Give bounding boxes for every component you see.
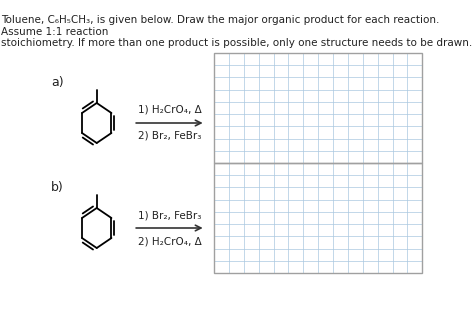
Text: 2) Br₂, FeBr₃: 2) Br₂, FeBr₃ — [138, 131, 201, 141]
Bar — [214, 53, 422, 163]
Text: 2) H₂CrO₄, Δ: 2) H₂CrO₄, Δ — [137, 236, 201, 246]
Text: b): b) — [51, 181, 64, 194]
Text: 1) Br₂, FeBr₃: 1) Br₂, FeBr₃ — [138, 210, 201, 220]
Bar — [214, 163, 422, 273]
Text: 1) H₂CrO₄, Δ: 1) H₂CrO₄, Δ — [137, 105, 201, 115]
Text: a): a) — [51, 76, 64, 89]
Text: Toluene, C₆H₅CH₃, is given below. Draw the major organic product for each reacti: Toluene, C₆H₅CH₃, is given below. Draw t… — [1, 15, 473, 48]
